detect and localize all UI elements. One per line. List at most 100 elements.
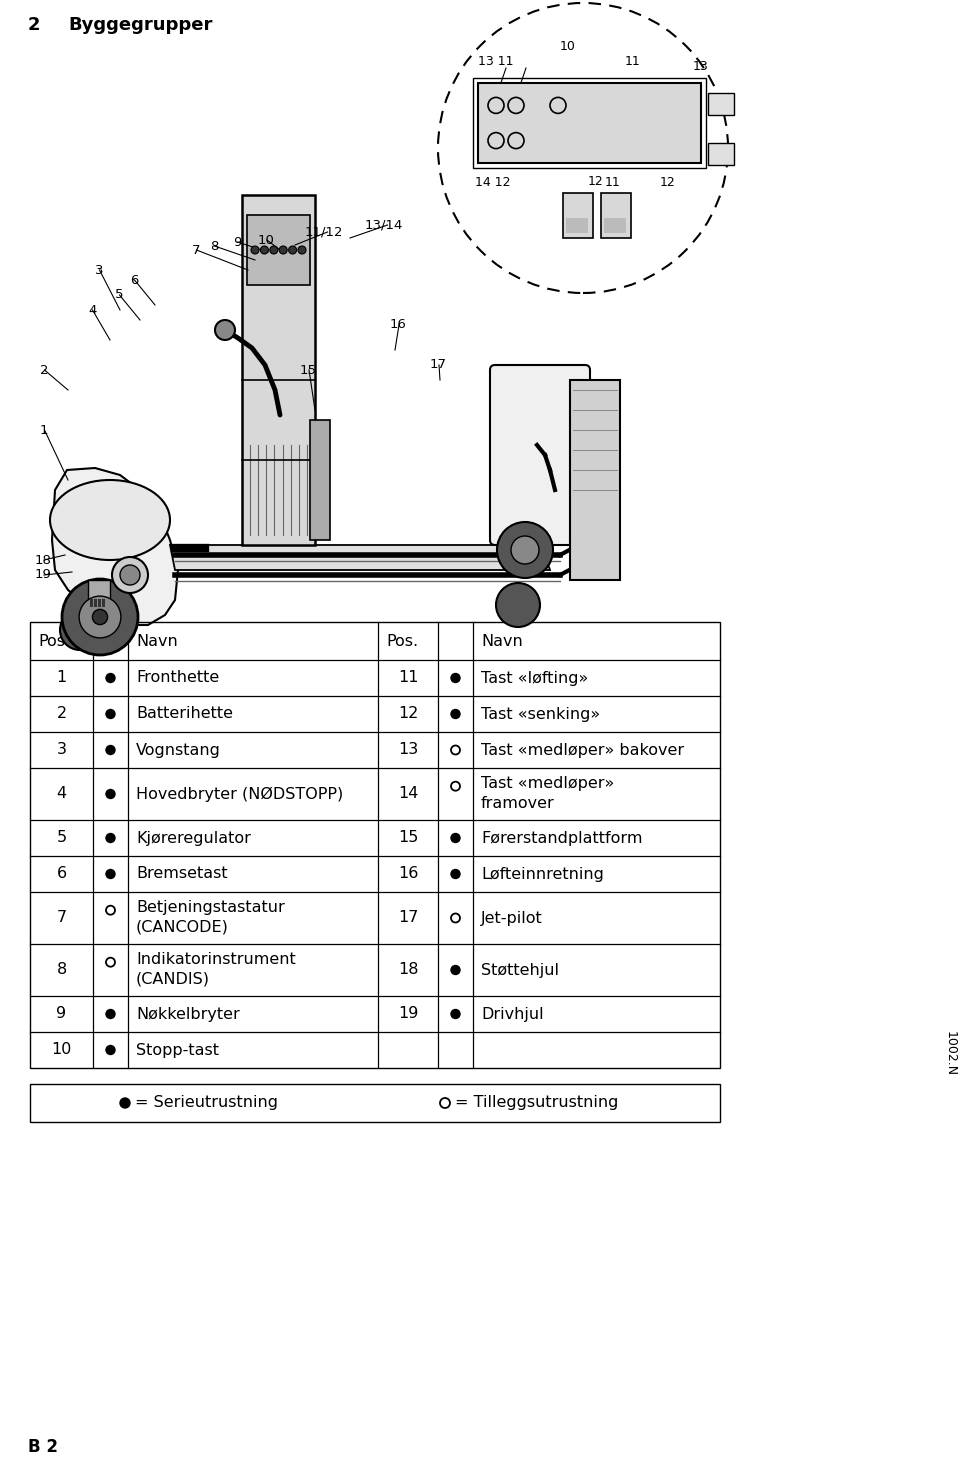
Bar [563,193,593,237]
Text: 9: 9 [57,1006,66,1021]
Text: framover: framover [481,795,555,810]
Text: Pos.: Pos. [386,634,419,649]
Text: Hovedbryter (NØDSTOPP): Hovedbryter (NØDSTOPP) [136,787,344,801]
Circle shape [62,579,138,654]
Circle shape [289,246,297,254]
Text: 10: 10 [51,1042,72,1058]
Text: 8: 8 [210,239,218,252]
Text: Kjøreregulator: Kjøreregulator [136,831,251,846]
Circle shape [106,745,115,754]
Circle shape [270,246,277,254]
Text: 1002.N: 1002.N [944,1031,956,1076]
Text: 7: 7 [192,243,201,257]
Text: 17: 17 [430,359,447,371]
Text: 13: 13 [693,59,708,73]
Bar [601,193,631,237]
Text: 14 12: 14 12 [475,177,511,188]
Text: 18: 18 [397,963,419,978]
Text: 15: 15 [397,831,419,846]
Bar [94,600,97,607]
Bar [98,600,101,607]
Text: Betjeningstastatur: Betjeningstastatur [136,901,285,916]
Text: 14: 14 [682,96,696,105]
Bar [604,218,626,233]
Text: 16: 16 [397,867,419,881]
Text: 16: 16 [390,319,407,331]
Text: 5: 5 [115,288,124,301]
Circle shape [106,709,115,718]
Polygon shape [170,545,550,570]
Bar [566,218,588,233]
Circle shape [79,597,121,638]
Text: 2: 2 [57,706,66,721]
Text: Drivhjul: Drivhjul [481,1006,543,1021]
Bar [242,194,315,545]
FancyBboxPatch shape [490,365,590,545]
Circle shape [106,834,115,843]
Circle shape [92,610,108,625]
Text: 13/14: 13/14 [365,218,403,232]
Text: Batterihette: Batterihette [136,706,233,721]
Circle shape [106,674,115,683]
Text: 14: 14 [682,145,696,156]
Circle shape [260,246,269,254]
Text: Byggegrupper: Byggegrupper [68,16,212,34]
Text: 19: 19 [397,1006,419,1021]
Circle shape [106,870,115,879]
Text: 14: 14 [397,787,419,801]
Circle shape [120,565,140,585]
Circle shape [496,583,540,628]
Text: 12: 12 [660,177,676,188]
Bar [30,622,720,1068]
Bar [310,420,330,540]
Text: 13: 13 [397,742,419,757]
Text: 8: 8 [57,963,66,978]
Circle shape [511,536,539,564]
Text: 3: 3 [95,264,104,276]
Text: Navn: Navn [481,634,523,649]
Bar [247,215,310,285]
Text: Vognstang: Vognstang [136,742,221,757]
Text: Bremsetast: Bremsetast [136,867,228,881]
Text: Tast «medløper»: Tast «medløper» [481,776,614,791]
Circle shape [451,1009,460,1018]
Bar [570,380,620,580]
Bar [473,79,706,168]
Bar [88,580,110,610]
Bar [478,83,701,163]
Text: Støttehjul: Støttehjul [481,963,559,978]
Circle shape [215,321,235,340]
Text: 10: 10 [258,233,275,246]
Text: 5: 5 [57,831,66,846]
Circle shape [451,834,460,843]
Text: 6: 6 [57,867,66,881]
Text: Løfteinnretning: Løfteinnretning [481,867,604,881]
Text: 11/12: 11/12 [305,226,344,239]
Text: 1: 1 [57,671,66,686]
Circle shape [451,674,460,683]
Text: Tast «medløper» bakover: Tast «medløper» bakover [481,742,684,757]
Text: 15: 15 [300,364,317,377]
Circle shape [298,246,306,254]
Text: 2: 2 [40,364,49,377]
Text: Jet-pilot: Jet-pilot [481,911,542,926]
Text: = Serieutrustning: = Serieutrustning [135,1095,278,1110]
Text: 17: 17 [397,911,419,926]
Bar [90,600,93,607]
Text: Pos.: Pos. [38,634,70,649]
Text: 4: 4 [88,304,96,316]
Text: Stopp-tast: Stopp-tast [136,1042,219,1058]
Text: 2: 2 [28,16,40,34]
Text: 12: 12 [397,706,419,721]
Text: 11: 11 [605,177,621,188]
Circle shape [251,246,259,254]
Circle shape [106,1009,115,1018]
Circle shape [451,966,460,975]
Text: 10: 10 [560,40,576,53]
Text: 11: 11 [625,55,641,68]
Circle shape [60,610,100,650]
Polygon shape [52,467,178,625]
Text: 3: 3 [57,742,66,757]
Circle shape [451,870,460,879]
Text: Fronthette: Fronthette [136,671,219,686]
